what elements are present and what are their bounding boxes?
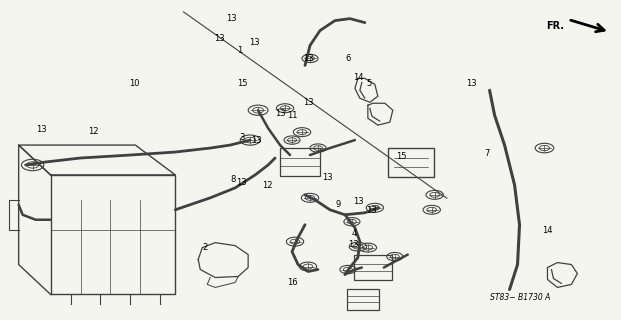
Text: 13: 13 bbox=[214, 35, 225, 44]
Text: 3: 3 bbox=[240, 133, 245, 142]
Text: 13: 13 bbox=[348, 240, 359, 249]
Text: ST83− B1730 A: ST83− B1730 A bbox=[490, 293, 551, 302]
Bar bbox=[347, 289, 379, 310]
Text: 15: 15 bbox=[396, 152, 407, 161]
Text: 2: 2 bbox=[202, 243, 208, 252]
Text: 13: 13 bbox=[35, 125, 47, 134]
Text: 13: 13 bbox=[366, 206, 377, 215]
Text: 10: 10 bbox=[129, 79, 139, 88]
Text: 9: 9 bbox=[336, 200, 341, 209]
Text: 13: 13 bbox=[250, 38, 260, 47]
Text: 8: 8 bbox=[230, 175, 236, 184]
Text: 12: 12 bbox=[88, 127, 99, 136]
Text: 14: 14 bbox=[542, 226, 553, 235]
Text: 13: 13 bbox=[237, 178, 247, 187]
Text: 12: 12 bbox=[262, 181, 273, 190]
Text: 1: 1 bbox=[237, 45, 242, 55]
Text: 13: 13 bbox=[303, 53, 314, 62]
Text: 14: 14 bbox=[353, 73, 363, 82]
Text: 13: 13 bbox=[227, 14, 237, 23]
Text: 11: 11 bbox=[287, 111, 297, 120]
Bar bbox=[353, 255, 392, 280]
Text: 13: 13 bbox=[322, 173, 333, 182]
Text: 13: 13 bbox=[353, 197, 364, 206]
Text: 15: 15 bbox=[237, 79, 248, 88]
Text: 13: 13 bbox=[303, 98, 314, 107]
Text: 5: 5 bbox=[367, 79, 372, 88]
Bar bbox=[280, 148, 320, 176]
Text: 7: 7 bbox=[484, 149, 490, 158]
Bar bbox=[388, 148, 434, 177]
Text: 13: 13 bbox=[252, 136, 262, 145]
Text: 16: 16 bbox=[287, 278, 297, 287]
Text: 4: 4 bbox=[351, 229, 356, 238]
Text: 13: 13 bbox=[466, 79, 477, 88]
Text: 13: 13 bbox=[276, 109, 286, 118]
Text: FR.: FR. bbox=[546, 21, 564, 31]
Text: 6: 6 bbox=[345, 53, 350, 62]
